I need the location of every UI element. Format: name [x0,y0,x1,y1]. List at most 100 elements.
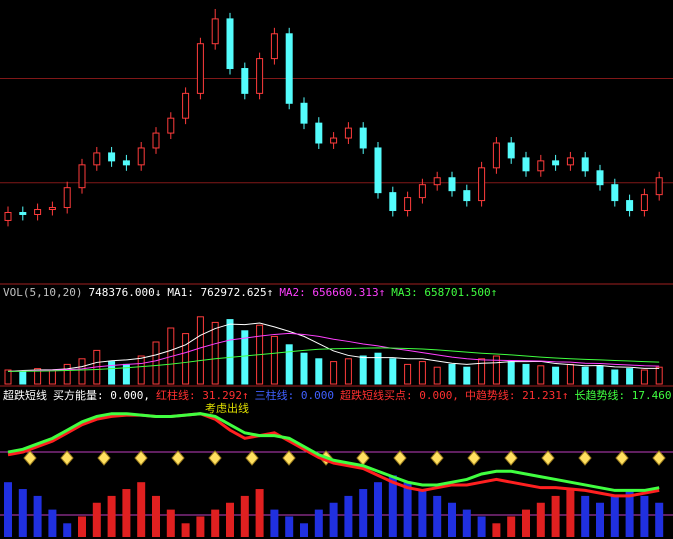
volume-bar [448,363,456,385]
candle-body [196,43,204,94]
histogram-bar [152,495,160,537]
volume-bar [285,344,293,385]
candle-body [478,167,486,202]
header-item: 红柱线: 31.292↑ [155,389,249,402]
signal-diamond [393,450,407,466]
histogram-bar [418,489,427,537]
volume-header: VOL(5,10,20) 748376.000↓ MA1: 762972.625↑ M… [3,286,503,300]
histogram-bar [270,509,279,537]
histogram-bar [137,482,146,537]
histogram-bar [240,495,249,537]
histogram-bar [255,489,264,537]
volume-bar [626,368,634,385]
candle-body [418,184,426,199]
volume-bar [48,369,56,385]
candle-body [404,197,412,212]
candle-body [241,68,249,94]
volume-bar [566,363,574,385]
volume-bar [389,358,397,385]
candle-body [611,184,619,202]
volume-bar [344,358,352,385]
histogram-bar [329,502,338,537]
candle-body [330,137,338,144]
header-item: 超跌短线买点: 0.000, [339,389,459,402]
candle-body [537,160,545,172]
histogram-bar [374,482,382,537]
header-item: MA3: 658701.500↑ [391,286,498,299]
header-item: MA2: 656660.313↑ [279,286,386,299]
candle-body [167,117,175,134]
volume-bar [640,369,648,385]
signal-diamond [504,450,518,466]
histogram-bar [63,523,72,537]
trend-line [7,412,660,498]
candle-body [137,147,145,166]
signal-diamond [171,450,185,466]
candle-body [433,177,441,186]
volume-bar [552,366,560,385]
volume-bar [463,366,471,385]
volume-bar [581,366,589,385]
indicator-note: 考虑出线 [205,401,249,415]
volume-bar [211,321,219,385]
signal-diamond [97,450,111,466]
candle-body [359,127,367,149]
histogram-bar [388,475,397,537]
trend-line [7,412,660,492]
signal-diamond [208,450,222,466]
candle-body [63,187,71,209]
candle-body [463,190,471,202]
candle-body [34,209,42,215]
volume-bar [300,352,308,385]
candle-body [152,132,160,149]
signal-diamond [541,450,555,466]
candle-body [552,160,560,166]
histogram-bar [107,495,116,537]
candle-body [48,207,56,211]
histogram-bar [359,489,368,537]
histogram-bar [166,509,175,537]
signal-diamond [60,450,74,466]
header-item: 748376.000↓ [88,286,162,299]
volume-bar [611,369,619,385]
header-item: 超跌短线 [3,389,47,402]
histogram-bar [610,495,619,537]
signal-diamond [467,450,481,466]
volume-bar [507,361,515,385]
histogram-bar [211,509,220,537]
histogram-bar [48,509,57,537]
header-item: 买方能量: 0.000, [53,389,150,402]
histogram-bar [300,523,308,537]
candle-body [507,142,515,159]
candle-body [285,33,293,104]
volume-bar [241,330,249,385]
histogram-bar [33,495,42,537]
candle-body [522,157,530,172]
volume-bar [63,363,71,385]
volume-bar [78,358,86,385]
signal-diamond [23,450,37,466]
histogram-bar [566,489,575,537]
histogram-bar [492,523,501,537]
header-item: 长趋势线: 17.460 [574,389,672,402]
signal-diamond [245,450,259,466]
volume-bar [433,366,441,385]
candle-body [93,152,101,166]
volume-bar [19,370,27,385]
candle-body [581,157,589,172]
volume-bar [478,358,486,385]
volume-bar [270,335,278,385]
volume-bar [226,319,234,385]
volume-bar [596,365,604,385]
histogram-bar [655,502,664,537]
header-item: 三柱线: 0.000 [254,389,334,402]
volume-bar [330,361,338,385]
candle-body [256,58,264,94]
candle-body [122,160,130,166]
volume-bar [182,333,190,385]
histogram-bar [78,516,86,537]
volume-bar [537,365,545,385]
volume-bar [152,341,160,385]
volume-bar [404,363,412,385]
